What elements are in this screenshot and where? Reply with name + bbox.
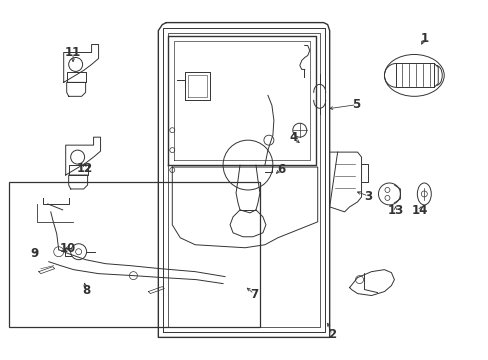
Text: 8: 8: [82, 284, 90, 297]
Text: 12: 12: [77, 162, 93, 175]
Text: 13: 13: [386, 204, 403, 217]
Text: 9: 9: [30, 247, 38, 260]
Bar: [9, 182, 260, 328]
Text: 1: 1: [420, 32, 428, 45]
Text: 5: 5: [352, 98, 360, 111]
Text: 7: 7: [250, 288, 258, 301]
Text: 3: 3: [364, 190, 372, 203]
Text: 10: 10: [60, 242, 76, 255]
Text: 11: 11: [65, 46, 81, 59]
Text: 14: 14: [411, 204, 427, 217]
Text: 2: 2: [327, 328, 336, 341]
Text: 6: 6: [276, 163, 285, 176]
Text: 4: 4: [288, 131, 297, 144]
